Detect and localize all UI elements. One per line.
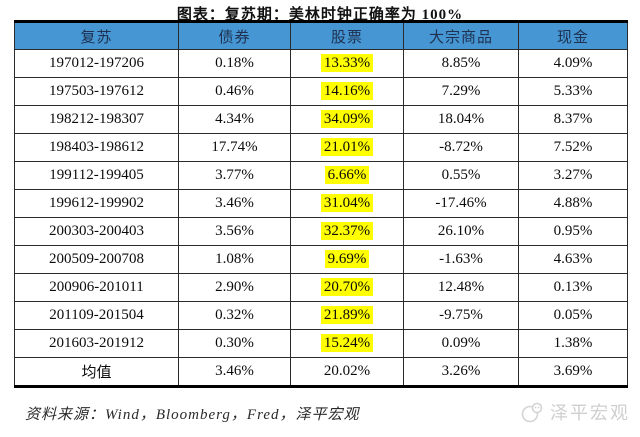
period-cell: 199612-199902 xyxy=(14,189,179,218)
bond-cell: 3.77% xyxy=(178,161,291,190)
table-row: 201603-201912 0.30% 15.24% 0.09% 1.38% xyxy=(14,329,628,358)
highlighted-value: 14.16% xyxy=(320,82,374,100)
commodity-cell: 26.10% xyxy=(403,217,519,246)
data-source-note: 资料来源：Wind，Bloomberg，Fred，泽平宏观 xyxy=(25,407,360,423)
stock-cell: 6.66% xyxy=(290,161,404,190)
bond-cell: 3.46% xyxy=(178,189,291,218)
merrill-clock-recovery-table: 复苏 债券 股票 大宗商品 现金 197012-197206 0.18% 13.… xyxy=(14,20,628,388)
cash-cell: 3.27% xyxy=(518,161,628,190)
bond-cell: 4.34% xyxy=(178,105,291,134)
highlighted-value: 31.04% xyxy=(320,194,374,212)
period-cell: 201109-201504 xyxy=(14,301,179,330)
period-cell: 198403-198612 xyxy=(14,133,179,162)
commodity-cell: -17.46% xyxy=(403,189,519,218)
table-row: 200303-200403 3.56% 32.37% 26.10% 0.95% xyxy=(14,217,628,246)
period-cell: 197503-197612 xyxy=(14,77,179,106)
cash-cell: 5.33% xyxy=(518,77,628,106)
highlighted-value: 9.69% xyxy=(324,250,370,268)
stock-cell: 21.01% xyxy=(290,133,404,162)
col-header-stocks: 股票 xyxy=(290,21,404,50)
table-row: 199112-199405 3.77% 6.66% 0.55% 3.27% xyxy=(14,161,628,190)
stock-cell: 13.33% xyxy=(290,49,404,78)
table-row: 197012-197206 0.18% 13.33% 8.85% 4.09% xyxy=(14,49,628,78)
cash-cell: 0.95% xyxy=(518,217,628,246)
period-cell: 201603-201912 xyxy=(14,329,179,358)
col-header-cash: 现金 xyxy=(518,21,628,50)
bond-cell: 17.74% xyxy=(178,133,291,162)
table-row: 201109-201504 0.32% 21.89% -9.75% 0.05% xyxy=(14,301,628,330)
cash-cell: 1.38% xyxy=(518,329,628,358)
commodity-cell: -9.75% xyxy=(403,301,519,330)
highlighted-value: 21.01% xyxy=(320,138,374,156)
period-cell: 198212-198307 xyxy=(14,105,179,134)
bond-cell: 0.32% xyxy=(178,301,291,330)
bond-cell: 0.46% xyxy=(178,77,291,106)
cash-cell: 4.09% xyxy=(518,49,628,78)
period-cell: 197012-197206 xyxy=(14,49,179,78)
bond-cell: 2.90% xyxy=(178,273,291,302)
stock-cell: 9.69% xyxy=(290,245,404,274)
bond-cell: 3.46% xyxy=(178,357,291,387)
commodity-cell: -8.72% xyxy=(403,133,519,162)
cash-cell: 4.63% xyxy=(518,245,628,274)
highlighted-value: 34.09% xyxy=(320,110,374,128)
bond-cell: 0.18% xyxy=(178,49,291,78)
commodity-cell: 3.26% xyxy=(403,357,519,387)
cash-cell: 7.52% xyxy=(518,133,628,162)
table-row: 198212-198307 4.34% 34.09% 18.04% 8.37% xyxy=(14,105,628,134)
commodity-cell: 7.29% xyxy=(403,77,519,106)
brand-watermark-label: 泽平宏观 xyxy=(550,403,630,423)
commodity-cell: 8.85% xyxy=(403,49,519,78)
col-header-bonds: 债券 xyxy=(178,21,291,50)
table-row: 198403-198612 17.74% 21.01% -8.72% 7.52% xyxy=(14,133,628,162)
commodity-cell: 18.04% xyxy=(403,105,519,134)
stock-cell: 14.16% xyxy=(290,77,404,106)
cash-cell: 0.05% xyxy=(518,301,628,330)
stock-cell: 20.02% xyxy=(290,357,404,387)
highlighted-value: 13.33% xyxy=(320,54,374,72)
cash-cell: 3.69% xyxy=(518,357,628,387)
highlighted-value: 32.37% xyxy=(320,222,374,240)
highlighted-value: 21.89% xyxy=(320,306,374,324)
table-row: 199612-199902 3.46% 31.04% -17.46% 4.88% xyxy=(14,189,628,218)
stock-cell: 21.89% xyxy=(290,301,404,330)
stock-cell: 20.70% xyxy=(290,273,404,302)
brand-watermark: 泽平宏观 xyxy=(520,399,630,425)
table-mean-row: 均值 3.46% 20.02% 3.26% 3.69% xyxy=(14,357,628,387)
commodity-cell: -1.63% xyxy=(403,245,519,274)
stock-cell: 31.04% xyxy=(290,189,404,218)
bond-cell: 0.30% xyxy=(178,329,291,358)
commodity-cell: 12.48% xyxy=(403,273,519,302)
cash-cell: 8.37% xyxy=(518,105,628,134)
bond-cell: 3.56% xyxy=(178,217,291,246)
period-cell: 200906-201011 xyxy=(14,273,179,302)
table-row: 197503-197612 0.46% 14.16% 7.29% 5.33% xyxy=(14,77,628,106)
stock-cell: 32.37% xyxy=(290,217,404,246)
highlighted-value: 20.70% xyxy=(320,278,374,296)
brand-logo-icon xyxy=(520,401,546,423)
stock-cell: 15.24% xyxy=(290,329,404,358)
cash-cell: 0.13% xyxy=(518,273,628,302)
period-cell: 均值 xyxy=(14,357,179,387)
period-cell: 200509-200708 xyxy=(14,245,179,274)
stock-cell: 34.09% xyxy=(290,105,404,134)
highlighted-value: 15.24% xyxy=(320,334,374,352)
commodity-cell: 0.55% xyxy=(403,161,519,190)
cash-cell: 4.88% xyxy=(518,189,628,218)
table-row: 200906-201011 2.90% 20.70% 12.48% 0.13% xyxy=(14,273,628,302)
commodity-cell: 0.09% xyxy=(403,329,519,358)
chart-title: 图表：复苏期：美林时钟正确率为 100% xyxy=(176,7,464,23)
period-cell: 199112-199405 xyxy=(14,161,179,190)
period-cell: 200303-200403 xyxy=(14,217,179,246)
table-header-row: 复苏 债券 股票 大宗商品 现金 xyxy=(14,21,628,50)
table-row: 200509-200708 1.08% 9.69% -1.63% 4.63% xyxy=(14,245,628,274)
col-header-commodity: 大宗商品 xyxy=(403,21,519,50)
bond-cell: 1.08% xyxy=(178,245,291,274)
highlighted-value: 6.66% xyxy=(324,166,370,184)
col-header-recovery: 复苏 xyxy=(14,21,179,50)
